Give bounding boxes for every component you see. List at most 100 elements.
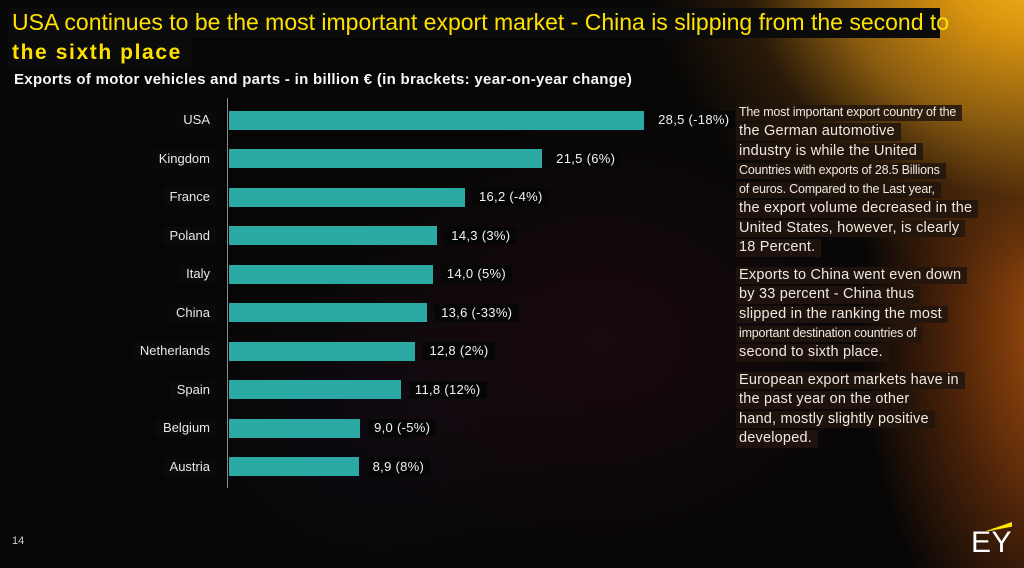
commentary-line: by 33 percent - China thus [736,285,978,304]
chart-row: Spain 11,8 (12%) [0,371,740,410]
commentary-line: European export markets have in [736,371,978,389]
bar-chart: USA 28,5 (-18%) Kingdom 21,5 (6%) France 16,2… [0,98,740,488]
bar [229,110,645,130]
category-label: USA [176,111,217,130]
commentary-line: Countries with exports of 28.5 Billions [736,161,978,179]
chart-rows: USA 28,5 (-18%) Kingdom 21,5 (6%) France 16,2… [0,101,740,486]
value-label: 13,6 (-33%) [435,303,519,322]
category-label-column: Austria [0,457,217,476]
commentary-line-text: Exports to China went even down [736,266,968,284]
value-label: 9,0 (-5%) [368,419,437,438]
commentary-line: the export volume decreased in the [736,199,979,218]
commentary-line-text: European export markets have in [736,371,965,389]
ey-logo-text: EY [970,526,1012,559]
value-label: 12,8 (2%) [423,342,495,361]
value-label: 11,8 (12%) [408,380,487,399]
commentary-line-text: developed. [736,430,818,448]
value-label: 16,2 (-4%) [472,188,549,207]
category-label-column: China [0,303,217,322]
commentary-line: second to sixth place. [736,343,978,362]
commentary-paragraph: Exports to China went even down by 33 per… [736,266,978,362]
slide-title-line1: USA continues to be the most important e… [8,8,949,38]
value-label: 28,5 (-18%) [652,111,736,130]
commentary-line-text: the export volume decreased in the [736,200,979,218]
commentary-line: hand, mostly slightly positive [736,410,978,428]
commentary-line-text: by 33 percent - China thus [736,286,921,304]
commentary-line: developed. [736,429,978,448]
chart-row: Austria 8,9 (8%) [0,448,740,487]
value-label: 21,5 (6%) [550,149,622,168]
category-label: France [162,188,217,207]
commentary-line-text: The most important export country of the [736,105,963,121]
value-label: 8,9 (8%) [366,457,431,476]
category-label-column: USA [0,111,217,130]
value-label: 14,3 (3%) [445,226,517,245]
chart-row: Italy 14,0 (5%) [0,255,740,294]
category-label-column: Belgium [0,419,217,438]
bar-area: 16,2 (-4%) [229,187,666,207]
chart-row: France 16,2 (-4%) [0,178,740,217]
category-label: Italy [179,265,217,284]
category-label-column: Italy [0,265,217,284]
commentary-line-text: 18 Percent. [736,239,822,257]
category-label: Austria [162,457,217,476]
commentary-line: United States, however, is clearly [736,219,978,237]
chart-subtitle: Exports of motor vehicles and parts - in… [8,68,643,93]
commentary-paragraph: European export markets have in the past … [736,371,978,448]
category-label: Kingdom [151,149,217,168]
bar-area: 8,9 (8%) [229,457,666,477]
page-number: 14 [12,535,25,547]
chart-row: USA 28,5 (-18%) [0,101,740,140]
category-label: Poland [162,226,217,245]
commentary-line-text: important destination countries of [736,326,923,342]
category-label-column: Kingdom [0,149,217,168]
bar [229,226,438,246]
commentary-line: 18 Percent. [736,238,978,257]
bar [229,303,428,323]
category-label-column: Spain [0,380,217,399]
category-label-column: Netherlands [0,342,217,361]
category-label: Belgium [156,419,217,438]
slide-title-line2: the sixth place [8,39,192,68]
bar [229,418,361,438]
bar-area: 28,5 (-18%) [229,110,736,130]
category-label: China [169,303,217,322]
bar [229,341,416,361]
commentary-line: the past year on the other [736,390,978,409]
commentary-paragraph: The most important export country of the… [736,103,979,257]
category-label: Netherlands [132,342,217,361]
category-label-column: Poland [0,226,217,245]
commentary-line-text: United States, however, is clearly [736,219,966,237]
chart-row: China 13,6 (-33%) [0,294,740,333]
bar-area: 12,8 (2%) [229,341,666,361]
chart-row: Netherlands 12,8 (2%) [0,332,740,371]
bar-area: 14,3 (3%) [229,226,666,246]
bar [229,457,359,477]
commentary-line-text: second to sixth place. [736,344,889,362]
category-label: Spain [169,380,217,399]
commentary-panel: The most important export country of the… [736,103,979,457]
bar [229,149,543,169]
commentary-line: slipped in the ranking the most [736,305,978,323]
ey-logo: EY [956,520,1012,560]
commentary-line: The most important export country of the [736,103,978,121]
bar [229,264,433,284]
bar-area: 13,6 (-33%) [229,303,666,323]
bar-area: 11,8 (12%) [229,380,666,400]
chart-row: Belgium 9,0 (-5%) [0,409,740,448]
commentary-line-text: of euros. Compared to the Last year, [736,182,941,198]
bar-area: 9,0 (-5%) [229,418,666,438]
bar [229,187,465,207]
commentary-line: industry is while the United [736,142,978,160]
category-label-column: France [0,188,217,207]
bar-area: 21,5 (6%) [229,149,666,169]
commentary-line: the German automotive [736,122,978,141]
bar [229,380,401,400]
bar-area: 14,0 (5%) [229,264,666,284]
chart-row: Kingdom 21,5 (6%) [0,140,740,179]
commentary-line: Exports to China went even down [736,266,978,284]
commentary-line-text: Countries with exports of 28.5 Billions [736,163,946,179]
commentary-line-text: the past year on the other [736,391,916,409]
y-axis-line [227,98,228,488]
